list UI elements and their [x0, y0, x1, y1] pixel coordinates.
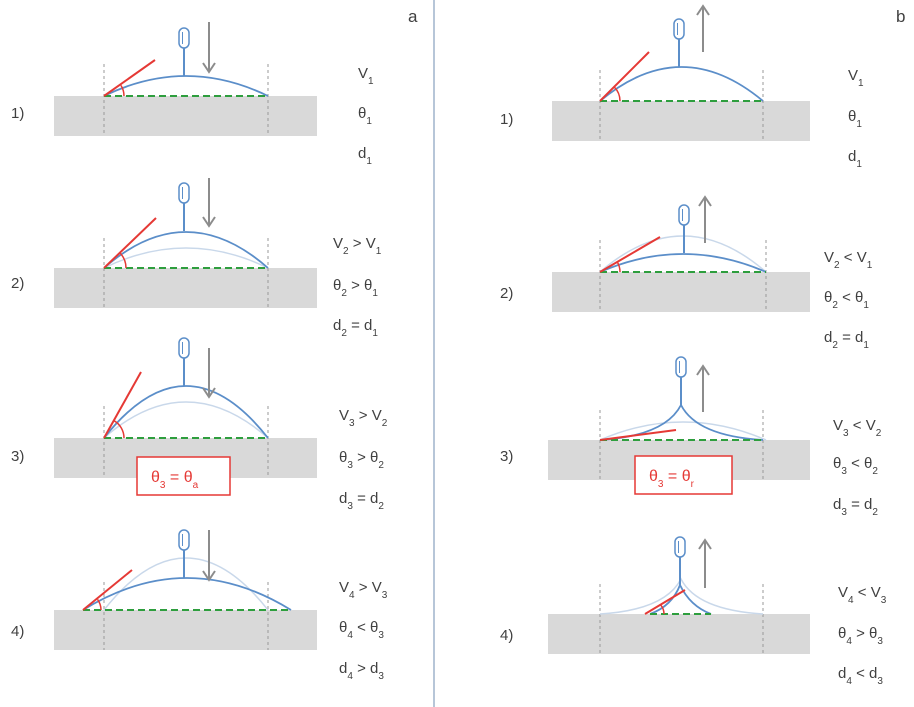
drop-a2-previous — [103, 247, 269, 269]
arrow-up-b3-head — [696, 364, 710, 376]
angle-arc-a2 — [119, 252, 127, 269]
theta-advancing-box-text: θ3 = θa — [151, 469, 199, 491]
drop-a3-previous — [103, 401, 269, 439]
angle-arc-a3 — [113, 420, 125, 439]
condition-a1-diameter: d1 — [358, 145, 372, 167]
needle-a3-body — [178, 337, 190, 359]
condition-b2-volume: V2 < V1 — [824, 249, 873, 271]
step-label-b4: 4) — [500, 627, 513, 644]
drop-b4-previous — [599, 577, 764, 615]
tangent-a4 — [82, 569, 133, 611]
arrow-up-b1-head — [696, 4, 710, 16]
theta-receding-box-text: θ3 = θr — [649, 468, 695, 490]
drop-a4-previous — [103, 557, 269, 611]
step-label-a2: 2) — [11, 275, 24, 292]
needle-b2-body — [678, 204, 690, 226]
condition-a2-angle: θ2 > θ1 — [333, 277, 378, 299]
condition-a1-angle: θ1 — [358, 105, 372, 127]
step-label-a1: 1) — [11, 105, 24, 122]
substrate-b2 — [552, 272, 810, 312]
drop-a2 — [103, 231, 269, 269]
needle-b1-body — [673, 18, 685, 40]
condition-a1-volume: V1 — [358, 65, 374, 87]
condition-b4-angle: θ4 > θ3 — [838, 625, 883, 647]
condition-a2-diameter: d2 = d1 — [333, 317, 378, 339]
step-label-b1: 1) — [500, 111, 513, 128]
step-label-a3: 3) — [11, 448, 24, 465]
panel-b-letter: b — [896, 7, 905, 26]
angle-arc-b2 — [616, 261, 621, 273]
arrow-down-a3-head — [202, 387, 216, 399]
theta-receding-box — [634, 455, 733, 495]
needle-a4-body — [178, 529, 190, 551]
angle-arc-b1 — [613, 86, 621, 102]
substrate-a1 — [54, 96, 317, 136]
angle-arc-a4 — [96, 598, 102, 611]
arrow-up-b4-head — [698, 538, 712, 550]
step-label-b3: 3) — [500, 448, 513, 465]
tangent-b4 — [644, 589, 686, 615]
arrow-down-a4-head — [202, 570, 216, 582]
condition-a4-diameter: d4 > d3 — [339, 660, 384, 682]
condition-b2-angle: θ2 < θ1 — [824, 289, 869, 311]
tangent-a3 — [103, 371, 142, 439]
needle-a2-body — [178, 182, 190, 204]
arrow-down-a2-head — [202, 216, 216, 228]
condition-b3-volume: V3 < V2 — [833, 417, 882, 439]
panel-a-letter: a — [408, 7, 418, 26]
arrow-up-b2-head — [698, 195, 712, 207]
step-label-a4: 4) — [11, 623, 24, 640]
condition-b3-diameter: d3 = d2 — [833, 496, 878, 518]
condition-a3-angle: θ3 > θ2 — [339, 449, 384, 471]
needle-b4-body — [674, 536, 686, 558]
condition-b1-angle: θ1 — [848, 108, 862, 130]
substrate-b4 — [548, 614, 810, 654]
drawings: θ3 = θa θ3 = θr — [54, 4, 810, 654]
drop-b1 — [599, 66, 764, 102]
angle-arc-b4 — [660, 604, 665, 615]
tangent-a2 — [103, 217, 157, 269]
drop-a4 — [82, 577, 292, 611]
substrate-a2 — [54, 268, 317, 308]
tangent-b3 — [599, 429, 677, 441]
condition-b2-diameter: d2 = d1 — [824, 329, 869, 351]
drop-a1 — [103, 75, 269, 97]
angle-arc-a1 — [120, 85, 125, 97]
condition-labels: 1) V1 θ1 d1 2) V2 > V1 θ2 > θ1 d2 = d1 3) V3 > V2… — [11, 65, 887, 687]
drop-a3 — [103, 385, 269, 439]
substrate-b1 — [552, 101, 810, 141]
step-label-b2: 2) — [500, 285, 513, 302]
condition-b1-diameter: d1 — [848, 148, 862, 170]
condition-a4-angle: θ4 < θ3 — [339, 619, 384, 641]
condition-b3-angle: θ3 < θ2 — [833, 455, 878, 477]
condition-a2-volume: V2 > V1 — [333, 235, 382, 257]
drop-b3-previous — [599, 421, 767, 441]
arrow-down-a1-head — [202, 62, 216, 74]
substrate-a4 — [54, 610, 317, 650]
condition-b1-volume: V1 — [848, 67, 864, 89]
theta-advancing-box — [136, 456, 231, 496]
condition-a4-volume: V4 > V3 — [339, 579, 388, 601]
needle-b3-body — [675, 356, 687, 378]
tangent-b2 — [599, 236, 661, 273]
condition-a3-volume: V3 > V2 — [339, 407, 388, 429]
needle-a1-body — [178, 27, 190, 49]
condition-b4-diameter: d4 < d3 — [838, 665, 883, 687]
condition-a3-diameter: d3 = d2 — [339, 490, 384, 512]
drop-b2 — [599, 253, 767, 273]
tangent-b1 — [599, 51, 650, 102]
condition-b4-volume: V4 < V3 — [838, 584, 887, 606]
tangent-a1 — [103, 59, 156, 97]
